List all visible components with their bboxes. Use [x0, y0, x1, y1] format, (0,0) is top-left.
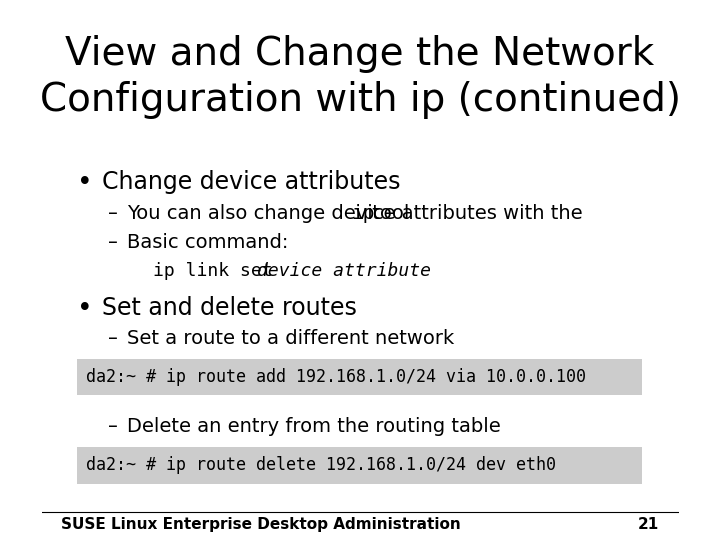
Text: Change device attributes: Change device attributes — [102, 170, 400, 194]
Text: Basic command:: Basic command: — [127, 233, 289, 252]
Text: View and Change the Network
Configuration with ip (continued): View and Change the Network Configuratio… — [40, 35, 680, 119]
FancyBboxPatch shape — [76, 447, 642, 484]
Text: Set and delete routes: Set and delete routes — [102, 296, 357, 320]
Text: –: – — [109, 329, 118, 348]
Text: device attribute: device attribute — [257, 262, 431, 280]
Text: Delete an entry from the routing table: Delete an entry from the routing table — [127, 417, 501, 436]
Text: –: – — [109, 417, 118, 436]
Text: You can also change device attributes with the: You can also change device attributes wi… — [127, 204, 590, 223]
Text: Set a route to a different network: Set a route to a different network — [127, 329, 455, 348]
Text: •: • — [76, 296, 92, 322]
Text: da2:~ # ip route delete 192.168.1.0/24 dev eth0: da2:~ # ip route delete 192.168.1.0/24 d… — [86, 456, 556, 475]
FancyBboxPatch shape — [76, 359, 642, 395]
Text: •: • — [76, 170, 92, 196]
Text: ip: ip — [351, 204, 375, 223]
Text: 21: 21 — [638, 517, 660, 532]
Text: da2:~ # ip route add 192.168.1.0/24 via 10.0.0.100: da2:~ # ip route add 192.168.1.0/24 via … — [86, 368, 586, 386]
Text: tool: tool — [366, 204, 410, 223]
Text: SUSE Linux Enterprise Desktop Administration: SUSE Linux Enterprise Desktop Administra… — [60, 517, 460, 532]
Text: ip link set: ip link set — [153, 262, 284, 280]
Text: –: – — [109, 233, 118, 252]
Text: –: – — [109, 204, 118, 223]
